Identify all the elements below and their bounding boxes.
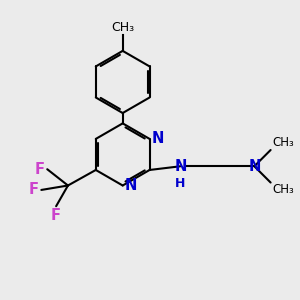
Text: CH₃: CH₃ xyxy=(272,183,294,196)
Text: H: H xyxy=(175,177,186,190)
Text: F: F xyxy=(35,162,45,177)
Text: CH₃: CH₃ xyxy=(272,136,294,149)
Text: CH₃: CH₃ xyxy=(111,21,134,34)
Text: N: N xyxy=(248,159,260,174)
Text: N: N xyxy=(152,131,164,146)
Text: N: N xyxy=(174,159,187,174)
Text: F: F xyxy=(51,208,61,223)
Text: F: F xyxy=(29,182,39,197)
Text: N: N xyxy=(125,178,137,193)
